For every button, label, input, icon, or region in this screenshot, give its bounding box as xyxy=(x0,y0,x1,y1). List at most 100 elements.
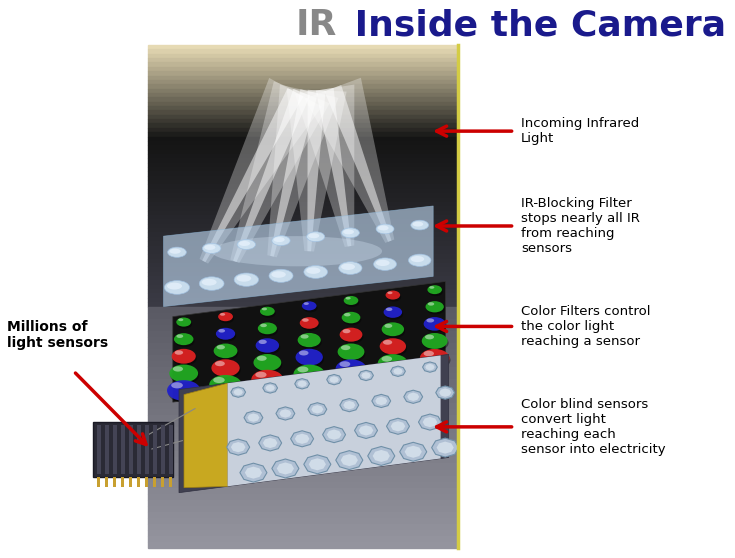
Polygon shape xyxy=(329,376,339,383)
Ellipse shape xyxy=(174,333,193,345)
Bar xyxy=(148,530,458,536)
Polygon shape xyxy=(336,451,363,470)
Ellipse shape xyxy=(300,317,319,329)
Ellipse shape xyxy=(219,314,234,323)
Bar xyxy=(148,367,458,373)
Polygon shape xyxy=(295,434,309,444)
Ellipse shape xyxy=(168,382,201,403)
Bar xyxy=(148,298,458,302)
Ellipse shape xyxy=(378,225,389,230)
Ellipse shape xyxy=(428,302,434,306)
Bar xyxy=(148,536,458,542)
Bar xyxy=(137,425,141,474)
Bar xyxy=(148,145,458,150)
Bar xyxy=(148,434,458,439)
Bar xyxy=(148,202,458,206)
Ellipse shape xyxy=(336,359,367,378)
Polygon shape xyxy=(431,438,459,457)
Ellipse shape xyxy=(373,258,396,271)
Ellipse shape xyxy=(176,334,183,338)
Bar xyxy=(148,128,458,132)
Ellipse shape xyxy=(202,243,221,253)
Bar xyxy=(148,506,458,512)
Polygon shape xyxy=(390,366,406,377)
Bar xyxy=(148,427,458,434)
Ellipse shape xyxy=(409,254,431,266)
Ellipse shape xyxy=(298,335,322,349)
Ellipse shape xyxy=(384,309,403,320)
Bar xyxy=(137,477,140,487)
Ellipse shape xyxy=(167,380,201,401)
Ellipse shape xyxy=(376,224,394,234)
Ellipse shape xyxy=(237,275,251,282)
Ellipse shape xyxy=(254,354,282,371)
Polygon shape xyxy=(244,411,263,424)
Text: Incoming Infrared
Light: Incoming Infrared Light xyxy=(521,117,639,145)
Bar xyxy=(153,425,157,474)
Polygon shape xyxy=(202,88,304,262)
Bar xyxy=(148,355,458,361)
Bar xyxy=(148,276,458,281)
Bar xyxy=(113,425,117,474)
Bar xyxy=(148,302,458,306)
Bar xyxy=(148,343,458,349)
Ellipse shape xyxy=(301,334,309,339)
Bar xyxy=(148,115,458,119)
Ellipse shape xyxy=(173,351,197,365)
Polygon shape xyxy=(245,466,262,479)
Ellipse shape xyxy=(217,330,236,341)
Polygon shape xyxy=(423,362,437,372)
Bar xyxy=(148,500,458,506)
Bar xyxy=(148,167,458,171)
Polygon shape xyxy=(440,388,451,397)
Bar xyxy=(148,267,458,272)
Polygon shape xyxy=(359,425,373,436)
Polygon shape xyxy=(327,430,341,440)
Bar xyxy=(148,110,458,115)
Polygon shape xyxy=(265,384,275,391)
Ellipse shape xyxy=(340,328,362,341)
Polygon shape xyxy=(387,418,409,434)
Bar xyxy=(148,464,458,469)
Ellipse shape xyxy=(175,335,195,347)
Polygon shape xyxy=(276,407,295,420)
Bar xyxy=(148,263,458,267)
Bar xyxy=(148,75,458,80)
Bar xyxy=(148,137,458,141)
Bar xyxy=(148,542,458,548)
Ellipse shape xyxy=(387,292,401,301)
Ellipse shape xyxy=(237,239,256,249)
Ellipse shape xyxy=(259,340,267,344)
Ellipse shape xyxy=(257,340,280,355)
Ellipse shape xyxy=(426,301,444,312)
Ellipse shape xyxy=(298,333,320,347)
Ellipse shape xyxy=(212,359,240,377)
Ellipse shape xyxy=(170,249,181,254)
Polygon shape xyxy=(341,454,358,466)
Ellipse shape xyxy=(384,324,392,328)
Ellipse shape xyxy=(421,351,451,369)
Polygon shape xyxy=(423,417,437,427)
Ellipse shape xyxy=(178,319,183,321)
Bar xyxy=(148,176,458,180)
Ellipse shape xyxy=(386,291,400,300)
Bar xyxy=(148,391,458,397)
Ellipse shape xyxy=(337,362,368,381)
Ellipse shape xyxy=(212,236,382,266)
Polygon shape xyxy=(263,383,278,393)
Bar xyxy=(148,93,458,97)
Ellipse shape xyxy=(259,325,278,336)
Ellipse shape xyxy=(378,354,408,373)
Polygon shape xyxy=(233,89,310,262)
Ellipse shape xyxy=(260,307,275,316)
Ellipse shape xyxy=(383,340,392,345)
Bar xyxy=(97,425,101,474)
Polygon shape xyxy=(316,88,351,247)
Polygon shape xyxy=(173,281,445,402)
Polygon shape xyxy=(268,85,338,257)
Polygon shape xyxy=(304,455,331,474)
Bar xyxy=(148,458,458,464)
Ellipse shape xyxy=(422,333,448,349)
Polygon shape xyxy=(326,374,342,385)
Polygon shape xyxy=(290,431,314,447)
